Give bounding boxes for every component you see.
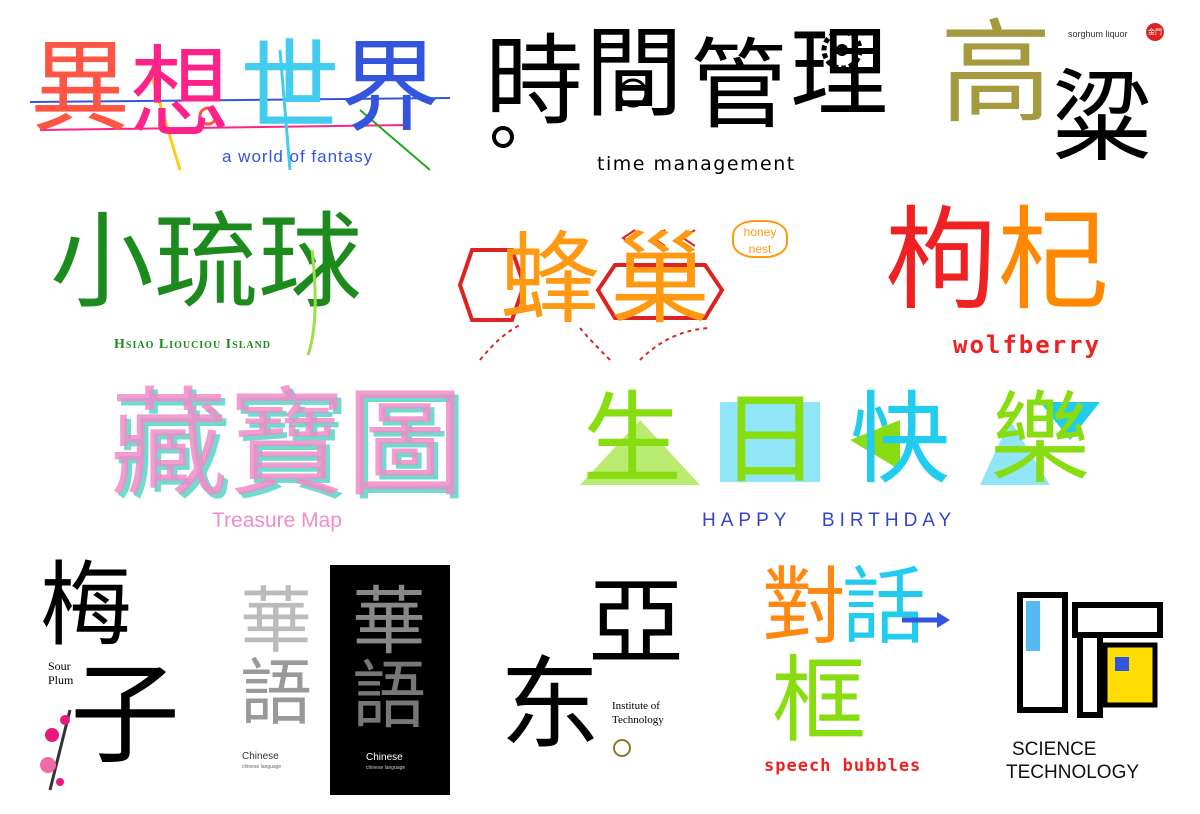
logo-speech-bubbles: 對 話 框 speech bubbles xyxy=(762,565,962,780)
time-char-2: 間 xyxy=(585,17,684,131)
time-char-3: 管 xyxy=(690,29,789,143)
logo-happy-birthday: 生 日 快 樂 HAPPY BIRTHDAY xyxy=(580,390,1120,540)
fantasy-char-3: 世 xyxy=(240,29,340,146)
asia-char-1: 亞 xyxy=(588,567,684,679)
chinese-light-sub: chinese language xyxy=(242,764,282,770)
time-char-4: 理 xyxy=(790,17,889,131)
plum-caption-2: Plum xyxy=(48,673,74,687)
logo-sour-plum: 梅 子 Sour Plum xyxy=(30,560,180,800)
fantasy-char-2: 想 xyxy=(130,35,230,152)
ryukyu-title: 小琉球 xyxy=(50,201,363,323)
plum-caption-1: Sour xyxy=(48,659,71,673)
speech-char-1: 對 xyxy=(762,558,847,656)
chinese-dark-caption: Chinese xyxy=(366,752,403,763)
wolfberry-char-1: 枸 xyxy=(885,196,997,326)
treasure-shadow: 藏寶圖 xyxy=(114,379,469,517)
scitech-caption-2: TECHNOLOGY xyxy=(1006,762,1140,783)
chinese-light-caption: Chinese xyxy=(242,751,279,762)
honey-char-2: 巢 xyxy=(610,221,710,338)
treasure-caption: Treasure Map xyxy=(212,509,342,532)
birthday-deco xyxy=(580,402,1100,485)
sorghum-char-2: 粱 xyxy=(1052,59,1152,176)
logo-honey-nest: 蜂 巢 honey nest xyxy=(457,210,800,370)
scitech-char-2: 技 xyxy=(1060,605,1070,615)
plum-blossom-deco xyxy=(40,709,72,791)
plum-char-2: 子 xyxy=(70,651,180,779)
logo-asia-institute: 亞 东 Institute of Technology xyxy=(500,575,710,775)
wolfberry-caption: wolfberry xyxy=(953,331,1102,359)
asia-caption-2: Technology xyxy=(612,714,664,726)
treasure-title: 藏寶圖 xyxy=(110,375,465,513)
logo-science-technology: 科 技 SCIENCE TECHNOLOGY xyxy=(1000,575,1185,790)
ryukyu-stroke-deco xyxy=(306,249,317,356)
fantasy-line-deco xyxy=(29,49,451,171)
sorghum-char-1: 高 xyxy=(940,9,1052,139)
ryukyu-caption: Hsiao Liouciou Island xyxy=(114,337,272,352)
chinese-light-char-2: 語 xyxy=(240,651,313,735)
speech-char-2: 話 xyxy=(842,558,927,656)
logo-time-management: 時 間 管 理 time management xyxy=(485,15,905,185)
birthday-char-4: 樂 xyxy=(990,381,1090,498)
asia-caption-1: Institute of xyxy=(612,700,660,712)
birthday-char-1: 生 xyxy=(582,381,682,498)
asia-char-2: 东 xyxy=(500,646,600,763)
chinese-light-char-1: 華 xyxy=(240,579,313,663)
time-char-1: 時 xyxy=(485,25,584,139)
fantasy-char-1: 異 xyxy=(30,29,130,146)
speech-caption: speech bubbles xyxy=(764,756,922,776)
time-caption: time management xyxy=(597,153,796,175)
sorghum-seal: 金門 xyxy=(1146,23,1164,41)
honey-char-1: 蜂 xyxy=(500,221,600,338)
speech-char-3: 框 xyxy=(772,647,867,756)
speech-arrow-deco xyxy=(902,612,950,628)
fantasy-char-4: 界 xyxy=(340,29,440,146)
clock-parts-deco xyxy=(492,29,863,148)
plum-char-1: 梅 xyxy=(40,552,133,659)
birthday-caption: HAPPY BIRTHDAY xyxy=(702,510,957,531)
honey-deco xyxy=(457,229,725,361)
logo-sorghum: 高 粱 sorghum liquor 金門 xyxy=(940,10,1180,190)
logo-treasure-map: 藏寶圖 藏寶圖 Treasure Map xyxy=(110,385,480,535)
birthday-char-3: 快 xyxy=(850,381,950,498)
scitech-chars: 科 xyxy=(1030,605,1040,615)
asia-emblem-icon xyxy=(613,739,631,757)
logo-ryukyu: 小琉球 Hsiao Liouciou Island xyxy=(50,210,380,360)
scitech-iso-deco xyxy=(1017,592,1163,718)
chinese-dark-sub: chinese language xyxy=(366,765,406,771)
honey-badge: honey nest xyxy=(732,220,788,258)
birthday-char-2: 日 xyxy=(720,381,820,498)
logo-chinese-light: 華 語 Chinese chinese language xyxy=(232,575,327,780)
logo-fantasy: 異 想 世 界 a world of fantasy xyxy=(29,29,460,180)
logo-wolfberry: 枸 杞 wolfberry xyxy=(885,205,1140,370)
scitech-caption-1: SCIENCE xyxy=(1012,739,1097,760)
sorghum-caption: sorghum liquor xyxy=(1068,29,1128,39)
fantasy-caption: a world of fantasy xyxy=(222,147,374,166)
chinese-dark-char-2: 語 xyxy=(352,653,426,739)
logo-chinese-dark: 華 語 Chinese chinese language xyxy=(330,565,450,795)
wolfberry-char-2: 杞 xyxy=(997,196,1109,326)
chinese-dark-char-1: 華 xyxy=(352,579,426,665)
